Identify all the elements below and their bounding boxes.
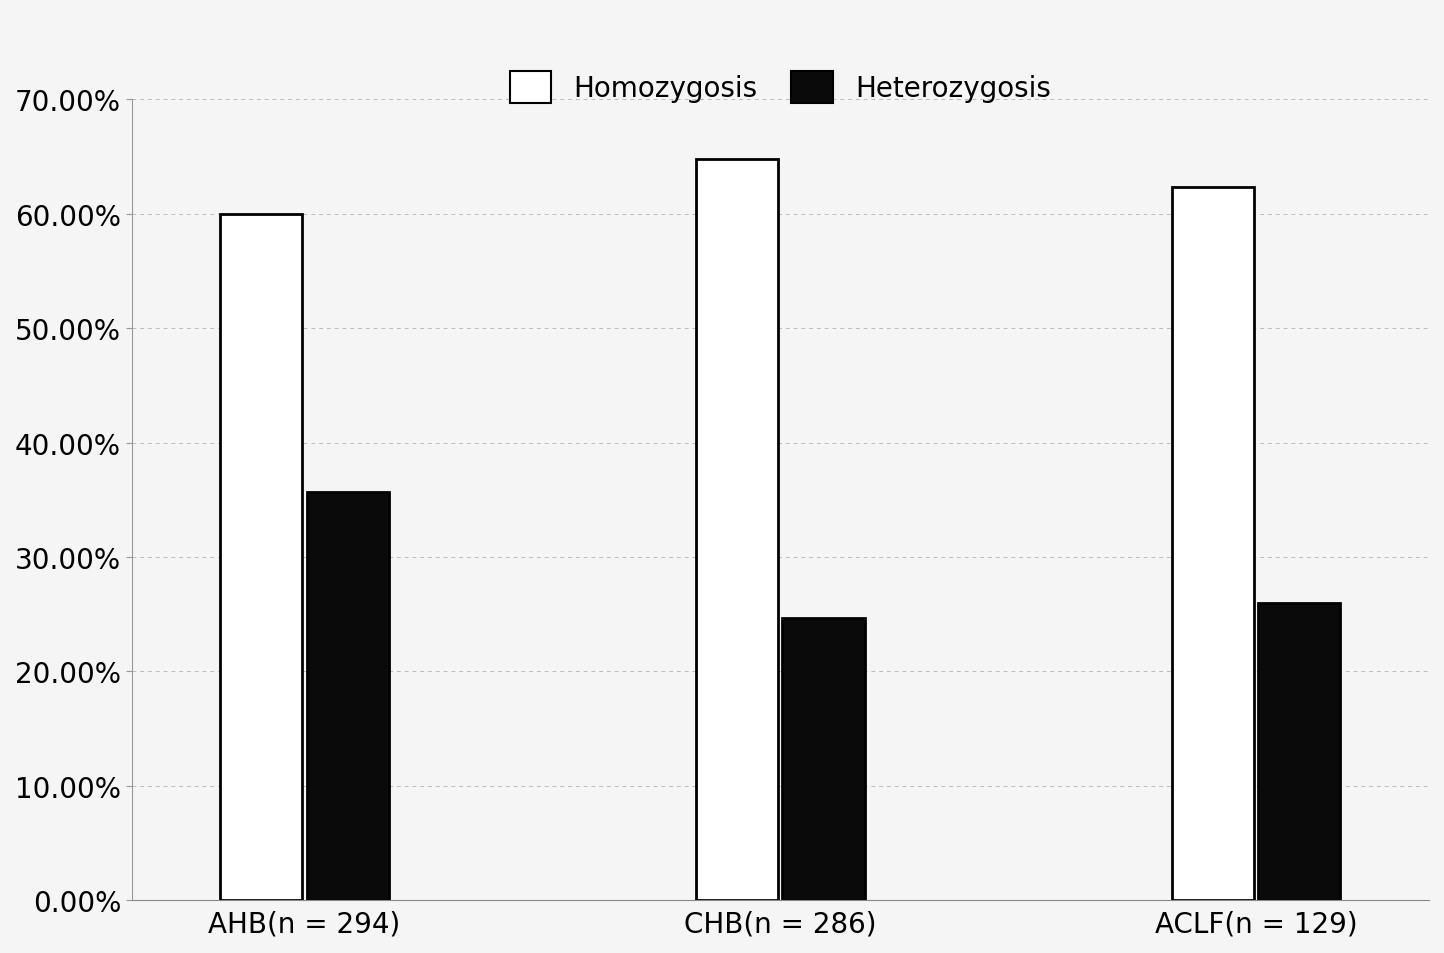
Bar <box>219 214 302 901</box>
Legend: Homozygosis, Heterozygosis: Homozygosis, Heterozygosis <box>495 58 1064 118</box>
Bar <box>696 159 778 901</box>
Bar <box>1258 603 1340 901</box>
Bar <box>1171 188 1253 901</box>
Bar <box>306 493 388 901</box>
Bar <box>783 618 865 901</box>
